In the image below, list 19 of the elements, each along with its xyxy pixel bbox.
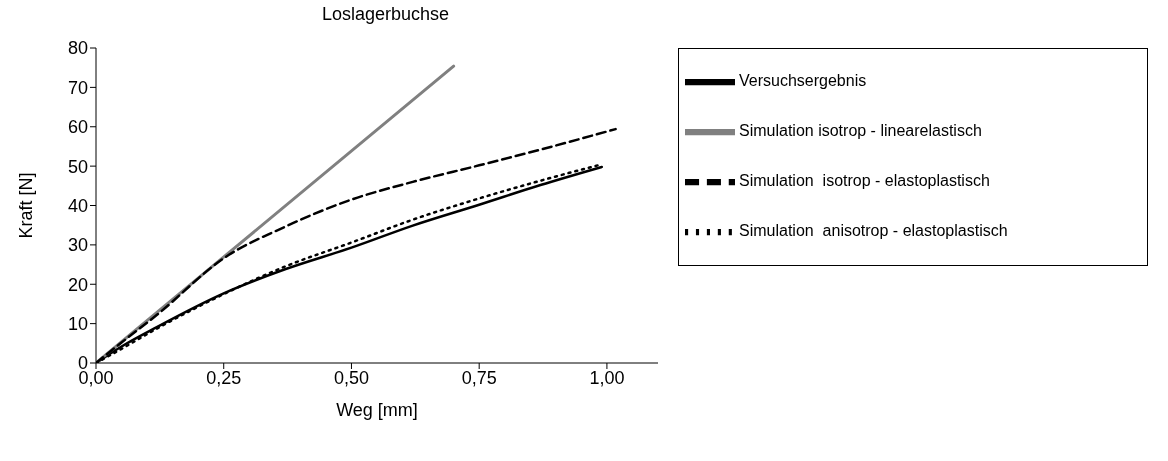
y-tick-label: 30 xyxy=(67,235,88,256)
legend-label: Simulation isotrop - elastoplastisch xyxy=(739,172,990,190)
y-tick-label: 50 xyxy=(67,156,88,177)
x-tick-label: 0,25 xyxy=(206,367,242,388)
x-tick-label: 1,00 xyxy=(589,367,625,388)
x-axis-title: Weg [mm] xyxy=(336,400,418,420)
chart-title: Loslagerbuchse xyxy=(320,4,451,25)
y-tick-label: 20 xyxy=(67,274,88,295)
legend-label: Versuchsergebnis xyxy=(739,72,867,90)
y-tick-label: 70 xyxy=(67,77,88,98)
y-tick-label: 40 xyxy=(67,195,88,216)
y-tick-label: 10 xyxy=(67,314,88,335)
x-tick-label: 0,75 xyxy=(461,367,497,388)
y-tick-label: 60 xyxy=(67,117,88,138)
legend-label: Simulation isotrop - linearelastisch xyxy=(739,122,982,140)
y-tick-label: 80 xyxy=(67,38,88,59)
legend-label: Simulation anisotrop - elastoplastisch xyxy=(739,222,1008,240)
y-axis-title: Kraft [N] xyxy=(16,172,37,239)
x-tick-label: 0,50 xyxy=(333,367,369,388)
